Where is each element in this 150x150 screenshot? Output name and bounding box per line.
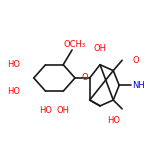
Text: HO: HO: [39, 106, 52, 115]
Text: OCH₃: OCH₃: [63, 40, 85, 49]
Text: HO: HO: [8, 60, 21, 69]
Text: HO: HO: [8, 87, 21, 96]
Text: O: O: [132, 56, 139, 65]
Text: OH: OH: [94, 44, 106, 53]
Text: O: O: [82, 73, 89, 82]
Text: NH: NH: [132, 81, 145, 90]
Text: OH: OH: [57, 106, 70, 115]
Text: HO: HO: [107, 116, 120, 125]
